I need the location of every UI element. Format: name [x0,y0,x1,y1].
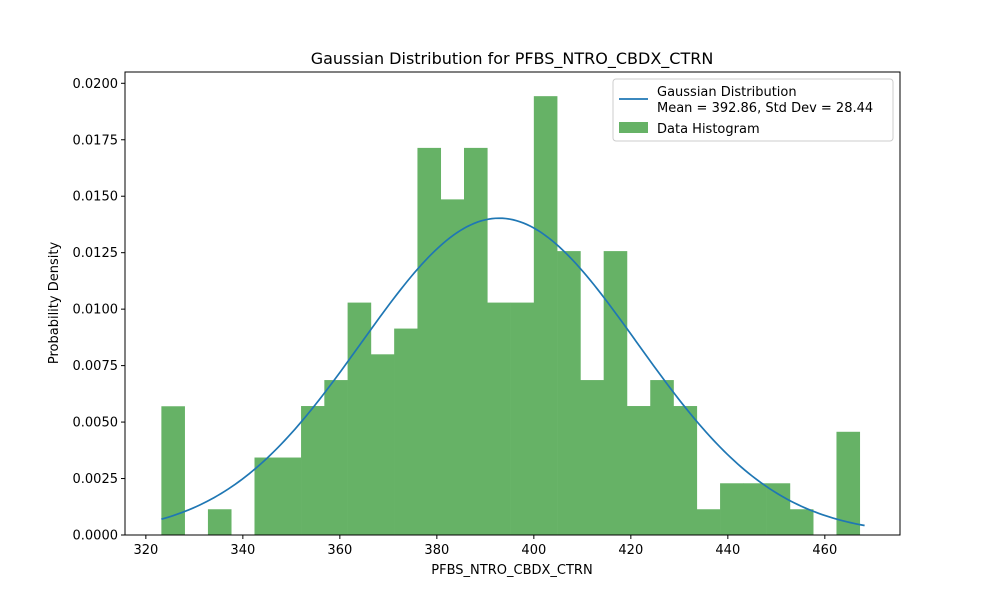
histogram-bar [394,328,418,535]
y-tick-label: 0.0075 [73,359,119,374]
legend-box [612,78,894,142]
histogram-bar [207,509,232,535]
y-tick-label: 0.0150 [73,190,119,205]
histogram-bar [347,302,372,535]
histogram-bar [301,406,325,535]
histogram-bar [533,96,558,535]
y-tick-label: 0.0125 [73,246,119,261]
histogram-bar [626,406,651,535]
histogram-bar [673,406,698,535]
y-tick-label: 0.0000 [73,529,119,544]
x-axis-label: PFBS_NTRO_CBDX_CTRN [431,563,592,578]
histogram-bar [464,147,488,535]
histogram-bar [789,509,814,535]
y-tick-label: 0.0100 [73,303,119,318]
histogram-bar [510,302,535,535]
legend-histogram-swatch [619,122,648,133]
x-tick-label: 400 [521,543,546,558]
histogram-bar [766,483,791,535]
x-tick-label: 460 [812,543,837,558]
y-tick-label: 0.0175 [73,133,119,148]
x-tick-label: 380 [424,543,449,558]
histogram-bar [370,354,395,535]
histogram-bars [161,96,861,536]
histogram-bar [836,431,861,535]
histogram-bar [720,483,744,535]
gaussian-curve-line [161,217,865,527]
histogram-bar [440,199,465,535]
x-tick-label: 360 [327,543,352,558]
histogram-bar [580,380,604,535]
histogram-bar [487,302,511,535]
legend-curve-label-line1: Gaussian Distribution [657,85,797,100]
chart-title: Gaussian Distribution for PFBS_NTRO_CBDX… [311,49,714,69]
histogram-bar [417,147,442,535]
histogram-bar [254,457,279,535]
x-tick-label: 420 [618,543,643,558]
histogram-bar [277,457,302,535]
legend: Gaussian Distribution Mean = 392.86, Std… [612,78,894,142]
histogram-bar [324,380,348,535]
histogram-bar [603,251,628,536]
y-tick-label: 0.0025 [73,472,119,487]
y-axis-ticks: 0.0000 0.0025 0.0050 0.0075 0.0100 0.0125 0.01… [73,77,125,544]
x-tick-label: 320 [133,543,158,558]
histogram-bar [161,406,185,535]
x-tick-label: 440 [715,543,740,558]
legend-histogram-label: Data Histogram [657,122,760,137]
plot-frame [124,71,901,536]
x-tick-label: 340 [230,543,255,558]
histogram-bar [743,483,767,535]
histogram-bar [557,251,581,536]
histogram-bar [696,509,721,535]
y-tick-label: 0.0050 [73,416,119,431]
legend-curve-label-line2: Mean = 392.86, Std Dev = 28.44 [657,101,873,116]
y-tick-label: 0.0200 [73,77,119,92]
histogram-bar [650,380,674,535]
x-axis-ticks: 320 340 360 380 400 420 440 460 [133,535,837,558]
y-axis-label: Probability Density [47,242,62,365]
